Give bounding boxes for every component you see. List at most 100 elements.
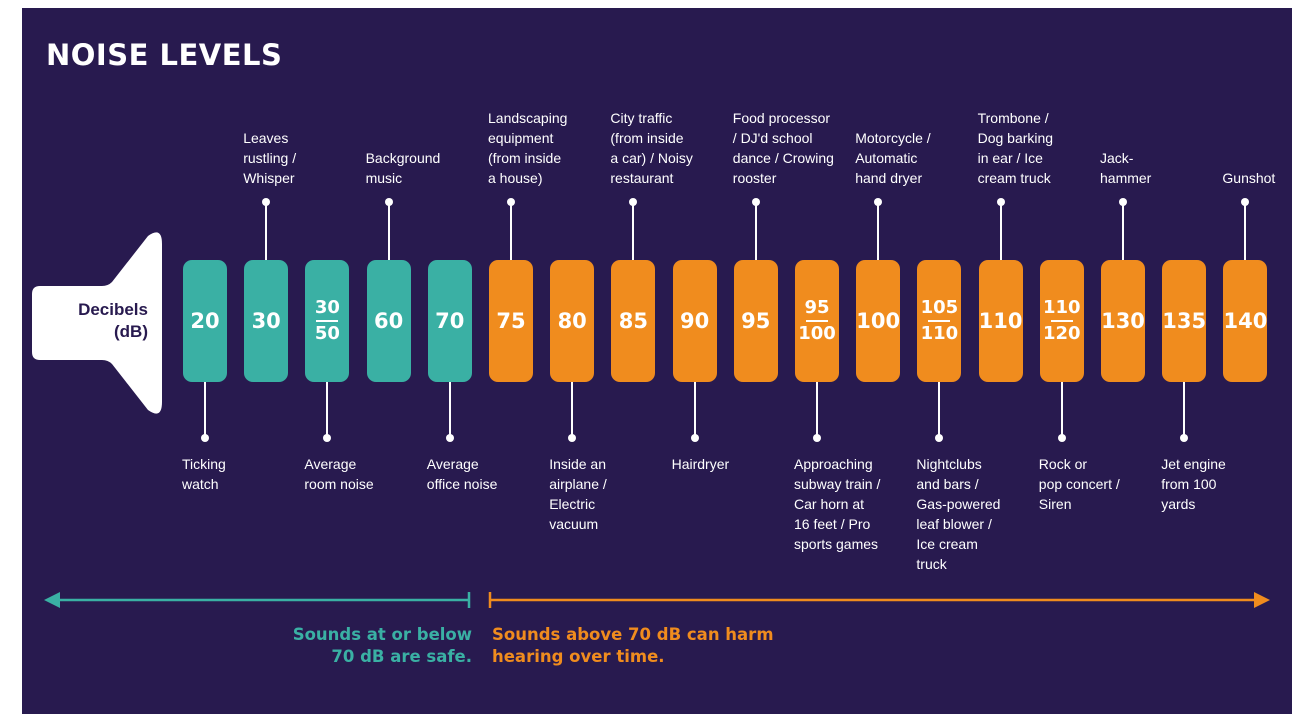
connector-dot: [935, 434, 944, 442]
connector-line: [999, 202, 1002, 260]
level-value: 75: [496, 309, 526, 333]
level-description: Leaves rustling / Whisper: [243, 130, 297, 186]
level-pill: 100: [856, 260, 901, 382]
connector-line: [204, 382, 206, 438]
connector-line: [510, 202, 512, 260]
connector-dot: [568, 434, 577, 442]
level-description: Gunshot: [1222, 170, 1276, 186]
level-value-low: 95: [804, 297, 830, 318]
connector-dot: [1180, 434, 1189, 442]
level-value: 20: [190, 309, 220, 333]
level-range-value: 30 50: [315, 298, 340, 344]
level-value-low: 105: [920, 297, 959, 318]
level-value: 95: [741, 309, 771, 333]
level-description: Average room noise: [304, 456, 374, 492]
connector-dot: [813, 434, 821, 442]
connector-dot: [1119, 198, 1127, 206]
connector-line: [387, 202, 390, 260]
range-divider: [1050, 320, 1073, 322]
level-value-high: 100: [798, 323, 836, 344]
connector-line: [326, 382, 329, 438]
level-value: 90: [679, 309, 710, 333]
level-value: 70: [435, 309, 465, 333]
level-description: Inside an airplane / Electric vacuum: [549, 456, 607, 532]
level-pill: 135: [1162, 260, 1207, 382]
speaker-label-decibels: Decibels: [78, 300, 148, 319]
connector-line: [571, 382, 574, 438]
level-description: Approaching subway train / Car horn at 1…: [794, 456, 881, 552]
connector-dot: [262, 198, 271, 206]
connector-line: [1060, 382, 1063, 438]
range-divider: [805, 320, 828, 322]
level-pill: 60: [366, 260, 411, 382]
level-description: Motorcycle / Automatic hand dryer: [855, 130, 931, 186]
connector-line: [448, 382, 451, 438]
level-pill: 30 50: [305, 260, 350, 382]
level-range-value: 105 110: [921, 298, 959, 344]
level-description: Ticking watch: [182, 456, 226, 492]
harm-caption: Sounds above 70 dB can harm hearing over…: [492, 625, 774, 666]
level-range-value: 110 120: [1043, 298, 1081, 344]
connector-dot: [751, 198, 760, 206]
level-value: 140: [1223, 309, 1268, 333]
connector-dot: [1057, 434, 1066, 442]
range-divider: [316, 320, 339, 322]
connector-dot: [445, 434, 454, 442]
level-pill: 140: [1223, 260, 1268, 382]
connector-dot: [323, 434, 332, 442]
connector-line: [938, 382, 941, 438]
speaker-label-unit: (dB): [114, 322, 148, 341]
level-pill: 20: [183, 260, 227, 382]
level-pill: 30: [244, 260, 289, 382]
connector-line: [877, 202, 880, 260]
range-arrows: [44, 592, 1270, 608]
level-value-high: 50: [314, 323, 340, 344]
page-title: NOISE LEVELS: [46, 38, 283, 72]
level-pill: 130: [1101, 260, 1145, 382]
level-value: 135: [1162, 309, 1207, 333]
connector-dot: [629, 198, 638, 206]
connector-line: [265, 202, 268, 260]
level-value-high: 120: [1043, 323, 1081, 344]
connector-line: [1244, 202, 1247, 260]
level-description: Hairdryer: [671, 456, 730, 472]
harm-range-arrow: [488, 592, 1270, 608]
level-value: 80: [557, 309, 587, 333]
level-pill: 95 100: [795, 260, 839, 382]
level-description: Landscaping equipment (from inside a hou…: [488, 110, 568, 186]
level-description: Nightclubs and bars / Gas-powered leaf b…: [916, 456, 1001, 572]
connector-dot: [874, 198, 883, 206]
level-pill: 90: [672, 260, 717, 382]
connector-line: [816, 382, 818, 438]
level-value: 30: [251, 309, 281, 333]
connector-line: [1122, 202, 1124, 260]
level-value: 110: [978, 309, 1023, 333]
connector-line: [693, 382, 696, 438]
level-value: 100: [856, 309, 901, 333]
level-value: 85: [618, 309, 648, 333]
range-divider: [928, 320, 951, 322]
level-description: Average office noise: [426, 456, 498, 492]
level-pill: 70: [427, 260, 472, 382]
connector-dot: [690, 434, 699, 442]
level-pill: 75: [489, 260, 533, 382]
level-description: Food processor / DJ'd school dance / Cro…: [732, 110, 834, 186]
connector-dot: [201, 434, 209, 442]
level-value-low: 30: [314, 297, 340, 318]
level-pill: 85: [611, 260, 656, 382]
level-pill: 95: [733, 260, 778, 382]
connector-dot: [996, 198, 1005, 206]
level-description: Jet engine from 100 yards: [1161, 456, 1226, 512]
connector-line: [1183, 382, 1186, 438]
level-description: City traffic (from inside a car) / Noisy…: [610, 110, 693, 186]
level-pill: 105 110: [917, 260, 962, 382]
safe-caption: Sounds at or below 70 dB are safe.: [292, 625, 472, 666]
connector-dot: [384, 198, 393, 206]
level-value: 130: [1101, 309, 1145, 333]
level-value-high: 110: [920, 323, 959, 344]
connector-line: [754, 202, 757, 260]
level-value-low: 110: [1043, 297, 1081, 318]
level-pill: 80: [550, 260, 595, 382]
level-description: Rock or pop concert / Siren: [1038, 456, 1120, 512]
level-value: 60: [373, 309, 404, 333]
